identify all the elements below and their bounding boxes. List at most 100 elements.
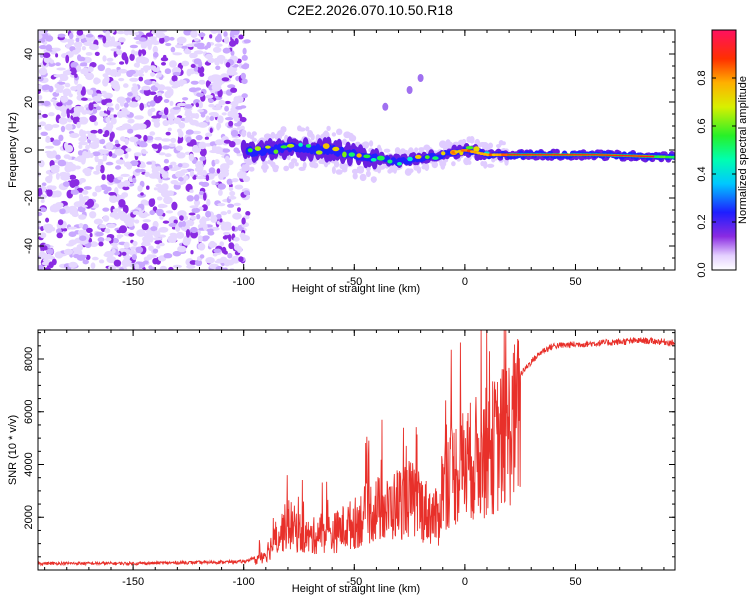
band-clump	[370, 158, 377, 162]
noise-speckle	[78, 141, 88, 146]
band-halo	[431, 161, 438, 169]
spectrogram-panel: -150 -100 -50 0 50 -40 -20 0 20 40 Height of stra…	[7, 29, 676, 295]
noise-speckle	[163, 166, 170, 171]
noise-speckle	[38, 113, 44, 120]
noise-speckle	[139, 57, 150, 65]
noise-speckle	[180, 45, 189, 49]
band-halo	[351, 168, 359, 175]
y-tick-label: 20	[23, 96, 35, 108]
noise-speckle	[140, 213, 151, 217]
band-clump	[397, 162, 402, 166]
noise-speckle	[118, 37, 126, 43]
colorbar-gradient	[712, 30, 736, 270]
noise-speckle	[199, 156, 206, 161]
noise-speckle	[198, 32, 206, 38]
noise-speckle	[118, 68, 128, 74]
noise-speckle	[205, 53, 213, 60]
noise-speckle	[78, 214, 87, 220]
noise-speckle	[172, 250, 182, 257]
noise-speckle	[51, 258, 57, 266]
noise-speckle	[100, 138, 106, 145]
noise-speckle	[237, 207, 241, 213]
band-halo	[416, 166, 422, 174]
noise-speckle	[186, 68, 192, 77]
noise-speckle	[102, 154, 108, 162]
y-tick-label: 4000	[23, 452, 35, 476]
noise-speckle	[206, 41, 211, 49]
noise-speckle	[97, 237, 105, 243]
noise-speckle	[168, 143, 176, 148]
noise-speckle	[39, 232, 47, 239]
noise-speckle	[245, 211, 251, 216]
noise-speckle	[241, 54, 248, 61]
noise-speckle	[140, 192, 144, 196]
noise-speckle	[86, 227, 93, 233]
band-clump	[298, 142, 303, 147]
noise-speckle	[175, 44, 183, 49]
noise-speckle	[159, 265, 168, 270]
harmonic-blip	[382, 102, 389, 111]
noise-speckle	[70, 86, 78, 91]
noise-speckle	[186, 43, 195, 48]
noise-speckle	[143, 134, 148, 142]
y-tick-label: -40	[23, 238, 35, 254]
noise-speckle	[134, 84, 139, 93]
noise-speckle	[152, 258, 159, 265]
noise-speckle	[88, 102, 94, 111]
noise-speckle	[38, 33, 43, 40]
noise-speckle	[212, 46, 222, 53]
noise-speckle	[134, 31, 140, 36]
noise-speckle	[236, 246, 243, 253]
band-line	[671, 155, 675, 159]
noise-speckle	[102, 35, 107, 44]
noise-speckle	[56, 228, 62, 234]
noise-speckle	[172, 71, 181, 76]
noise-speckle	[38, 188, 42, 197]
snr-frame	[37, 329, 676, 571]
noise-speckle	[99, 110, 105, 117]
noise-speckle	[205, 210, 212, 218]
noise-speckle	[94, 185, 102, 193]
noise-speckle	[204, 136, 209, 140]
noise-speckle	[155, 32, 166, 39]
x-tick-label: 50	[569, 276, 581, 288]
noise-speckle	[214, 146, 223, 155]
noise-speckle	[115, 103, 120, 111]
noise-speckle	[77, 54, 82, 61]
noise-speckle	[165, 42, 172, 47]
noise-speckle	[227, 252, 233, 259]
noise-speckle	[228, 234, 232, 243]
noise-speckle	[108, 265, 117, 270]
noise-speckle	[195, 102, 200, 108]
noise-speckle	[149, 160, 157, 166]
noise-speckle	[142, 219, 151, 223]
noise-speckle	[228, 120, 234, 127]
x-tick-label: 50	[569, 576, 581, 588]
band-halo	[263, 133, 272, 140]
noise-speckle	[67, 40, 75, 46]
noise-speckle	[105, 161, 114, 166]
band-halo	[348, 134, 357, 142]
noise-speckle	[113, 114, 117, 118]
noise-speckle	[57, 33, 66, 38]
noise-speckle	[74, 73, 78, 78]
noise-speckle	[236, 153, 243, 157]
band-clump	[305, 144, 312, 148]
noise-speckle	[38, 109, 42, 115]
noise-speckle	[145, 135, 154, 141]
noise-speckle	[195, 134, 203, 141]
noise-speckle	[104, 250, 115, 257]
snr-panel: -150 -100 -50 0 50 2000 4000 6000 8000 Height of…	[7, 329, 676, 595]
noise-speckle	[160, 57, 169, 62]
noise-speckle	[220, 211, 228, 216]
noise-speckle	[138, 140, 147, 148]
noise-speckle	[65, 243, 75, 247]
noise-speckle	[62, 70, 72, 75]
noise-speckle	[159, 242, 165, 247]
band-halo	[315, 134, 321, 139]
band-halo	[504, 159, 509, 166]
noise-speckle	[114, 143, 121, 148]
noise-speckle	[189, 53, 195, 59]
noise-speckle	[97, 128, 103, 134]
noise-speckle	[160, 115, 168, 119]
